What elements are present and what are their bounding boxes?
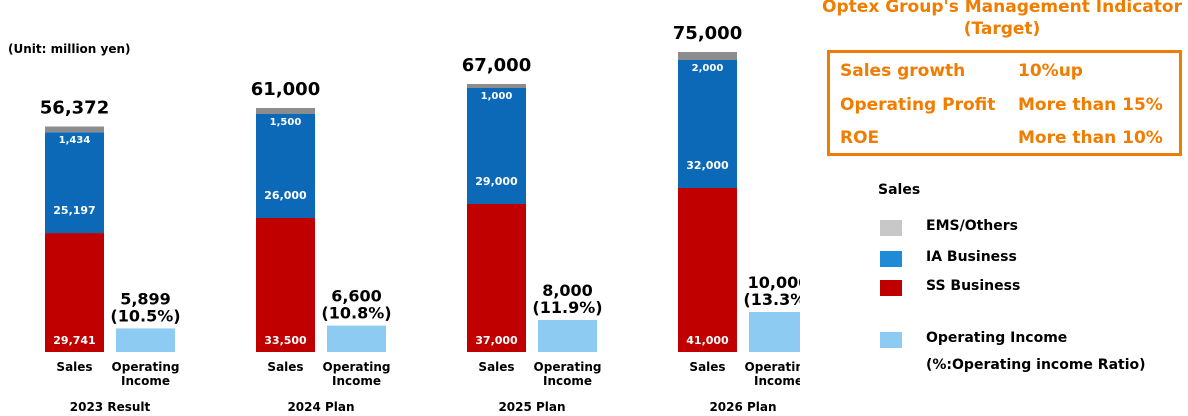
indicator-title: Optex Group's Management Indicator (Targ… [800,0,1188,40]
bar-operating-income [538,320,597,352]
segment-label-ia: 25,197 [53,204,95,217]
bar-label-sales: Sales [267,360,303,374]
bar-operating-income [116,328,175,352]
group-label: 2026 Plan [709,400,776,414]
bar-label-sales: Sales [689,360,725,374]
indicator-title-line-2: (Target) [963,19,1041,39]
bar-ia-business [678,60,737,188]
indicator-value: More than 15% [1018,95,1163,115]
sales-total-label: 56,372 [40,98,109,119]
operating-income-label: 5,899 [120,289,171,308]
legend-swatch [880,220,902,236]
bar-ems-others [256,108,315,114]
segment-label-ia: 29,000 [475,175,518,188]
bar-label-income: Income [754,374,800,388]
bar-label-operating: Operating [112,360,180,374]
sales-total-label: 61,000 [251,79,320,100]
bar-label-income: Income [543,374,592,388]
bar-label-operating: Operating [323,360,391,374]
bar-ia-business [467,88,526,204]
bar-label-income: Income [121,374,170,388]
bar-ems-others [467,84,526,88]
operating-income-label: 10,000 [748,273,800,292]
unit-label: (Unit: million yen) [8,42,131,56]
bar-ia-business [256,114,315,218]
indicator-value: 10%up [1018,61,1083,81]
indicator-title-line-1: Optex Group's Management Indicator [822,0,1182,17]
legend-label: EMS/Others [926,218,1018,234]
operating-income-ratio-label: (11.9%) [532,298,602,317]
segment-label-ia: 32,000 [686,159,729,172]
bar-label-operating: Operating [534,360,602,374]
operating-income-label: 8,000 [542,281,593,300]
operating-income-ratio-label: (13.3%) [743,290,800,309]
segment-label-ems: 1,434 [59,135,91,146]
bar-label-income: Income [332,374,381,388]
bar-label-sales: Sales [478,360,514,374]
legend-swatch [880,251,902,267]
segment-label-ss: 33,500 [264,334,307,347]
group-label: 2025 Plan [498,400,565,414]
segment-label-ss: 41,000 [686,334,729,347]
legend-title: Sales [878,182,921,198]
sales-total-label: 67,000 [462,55,531,76]
legend-swatch [880,332,902,348]
legend-label: SS Business [926,278,1021,294]
segment-label-ems: 1,000 [481,91,513,102]
group-label: 2023 Result [70,400,151,414]
segment-label-ia: 26,000 [264,189,307,202]
sales-total-label: 75,000 [673,23,742,44]
bar-ia-business [45,132,104,234]
legend-swatch [880,280,902,296]
sales-chart: 29,741 25,197 1,434 56,372 5,899(10.5%) Sales… [40,23,800,414]
legend-label: IA Business [926,249,1017,265]
bar-ss-business [45,233,104,352]
indicator-value: More than 10% [1018,128,1163,148]
bar-operating-income [327,325,386,352]
bar-operating-income [749,312,800,352]
indicator-name: ROE [840,128,880,148]
group-label: 2024 Plan [287,400,354,414]
bar-ss-business [467,204,526,352]
segment-label-ems: 1,500 [270,117,302,128]
segment-label-ss: 37,000 [475,334,518,347]
operating-income-ratio-label: (10.8%) [321,304,391,323]
operating-income-label: 6,600 [331,287,382,306]
bar-label-sales: Sales [56,360,92,374]
bar-ems-others [678,52,737,60]
indicator-name: Sales growth [840,61,966,81]
bar-ss-business [678,188,737,352]
operating-income-ratio-label: (10.5%) [110,306,180,325]
bar-ss-business [256,218,315,352]
legend-label: Operating Income [926,330,1068,346]
bar-label-operating: Operating [745,360,800,374]
management-indicator-box: Sales growth 10%up Operating Profit More… [827,50,1182,156]
indicator-name: Operating Profit [840,95,996,115]
segment-label-ems: 2,000 [692,63,724,74]
bar-ems-others [45,126,104,133]
legend-note: (%:Operating income Ratio) [926,357,1146,373]
segment-label-ss: 29,741 [53,334,95,347]
